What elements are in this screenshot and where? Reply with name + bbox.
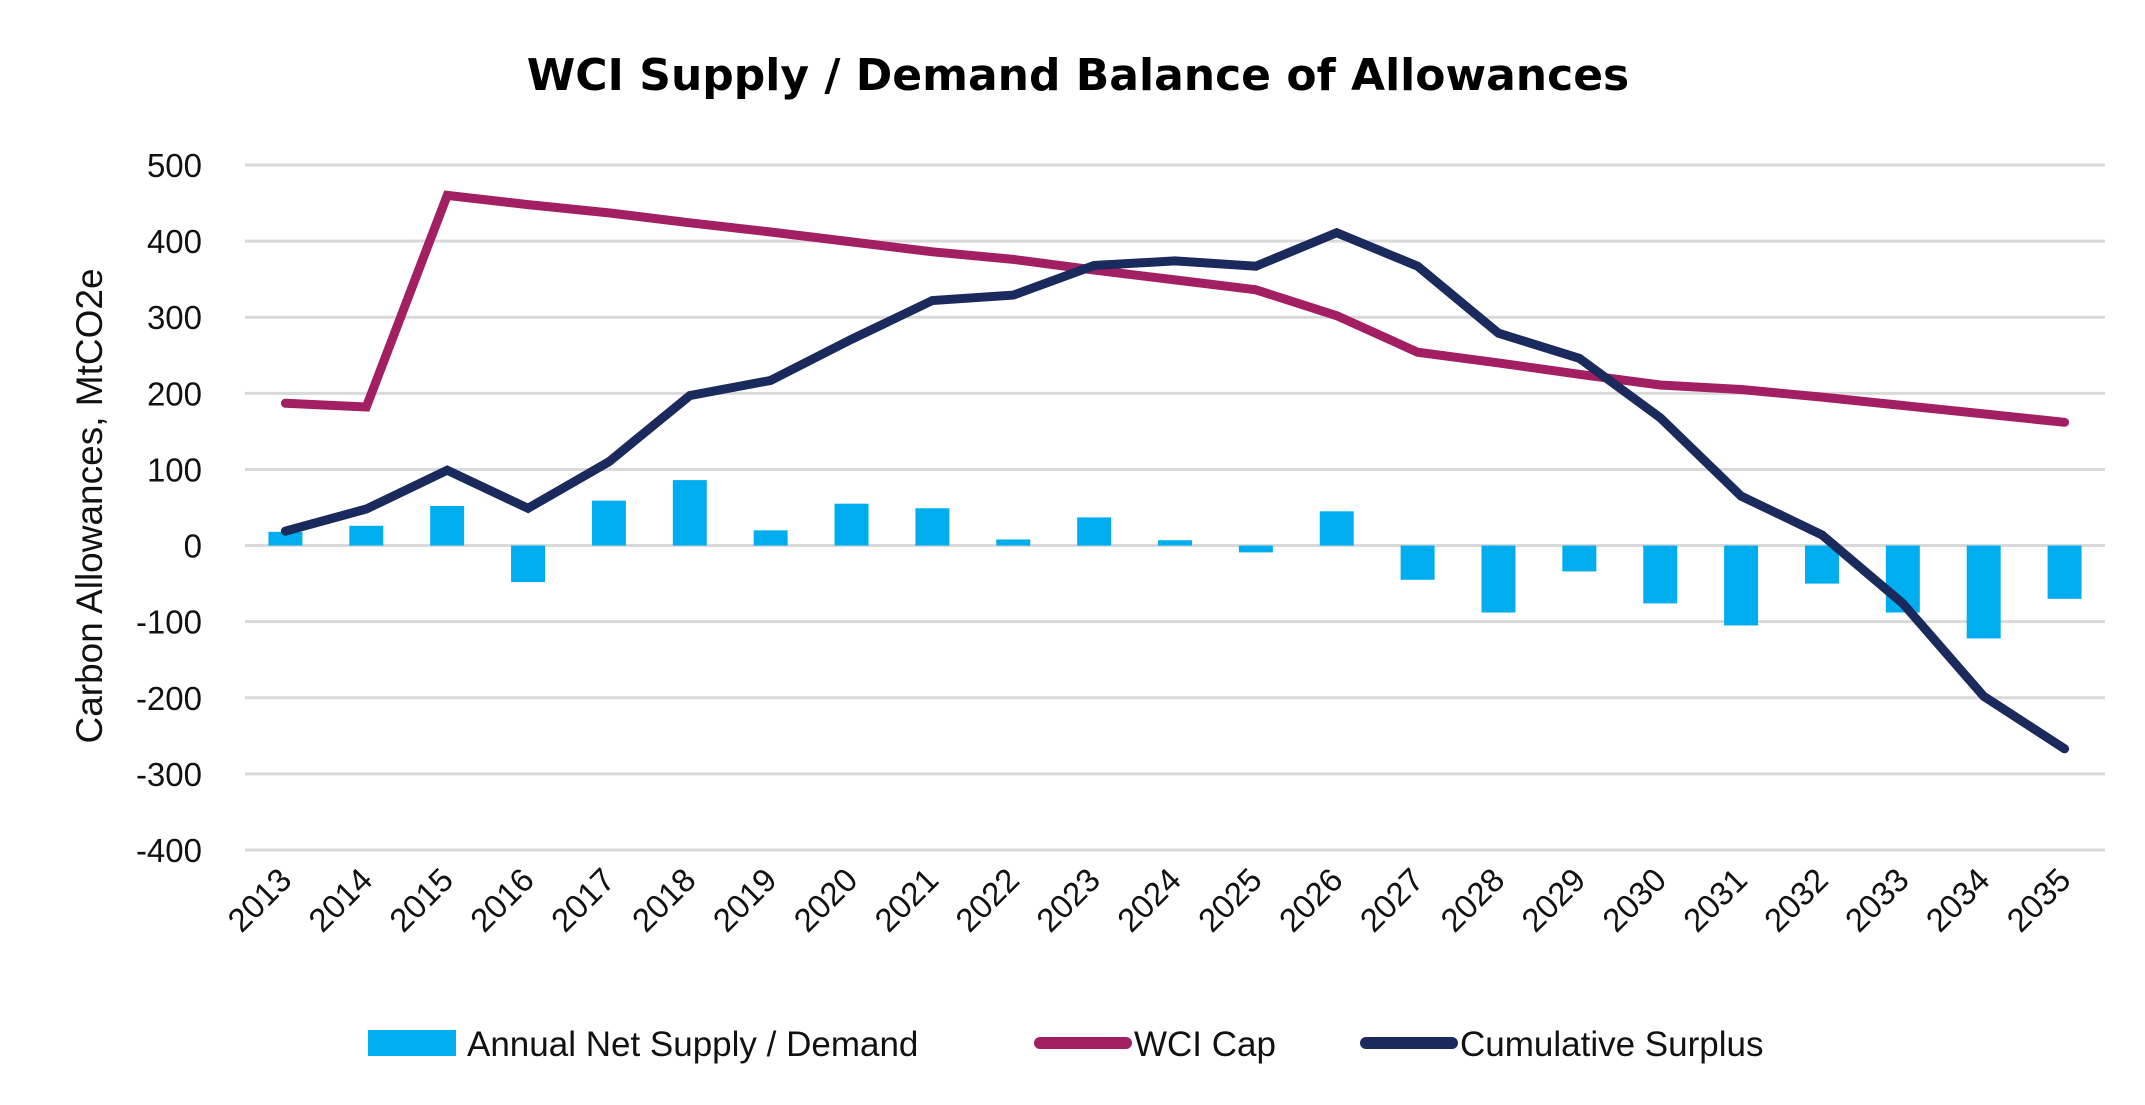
bar-2017 bbox=[591, 500, 626, 546]
x-tick-label: 2019 bbox=[706, 861, 784, 939]
y-tick-label: 300 bbox=[147, 299, 202, 336]
x-tick-label: 2018 bbox=[625, 861, 703, 939]
x-tick-label: 2024 bbox=[1110, 861, 1188, 939]
bar-2021 bbox=[915, 508, 950, 546]
legend-label-wci-cap: WCI Cap bbox=[1134, 1025, 1276, 1064]
y-tick-label: 500 bbox=[147, 147, 202, 184]
y-tick-label: 0 bbox=[184, 528, 202, 565]
x-tick-label: 2026 bbox=[1272, 861, 1350, 939]
y-tick-label: -400 bbox=[136, 832, 202, 869]
bar-2019 bbox=[753, 530, 788, 546]
bar-2031 bbox=[1724, 545, 1759, 626]
line-series bbox=[280, 190, 2070, 754]
y-tick-label: 100 bbox=[147, 451, 202, 488]
bar-2028 bbox=[1481, 545, 1516, 613]
bar-2029 bbox=[1562, 545, 1597, 572]
bar-2025 bbox=[1238, 545, 1273, 553]
bar-series bbox=[268, 480, 2082, 639]
bar-2022 bbox=[996, 539, 1031, 546]
x-tick-label: 2022 bbox=[948, 861, 1026, 939]
y-tick-label: -300 bbox=[136, 756, 202, 793]
line-cumulative-surplus bbox=[280, 227, 2070, 754]
line-wci-cap bbox=[280, 190, 2070, 427]
x-tick-label: 2020 bbox=[786, 861, 864, 939]
x-tick-label: 2029 bbox=[1514, 861, 1592, 939]
x-tick-label: 2031 bbox=[1676, 861, 1754, 939]
x-tick-label: 2023 bbox=[1029, 861, 1107, 939]
legend-swatch-bar bbox=[368, 1030, 456, 1056]
x-tick-label: 2017 bbox=[544, 861, 622, 939]
x-tick-label: 2027 bbox=[1352, 861, 1430, 939]
legend: Annual Net Supply / Demand WCI Cap Cumul… bbox=[368, 1025, 1763, 1064]
x-tick-label: 2016 bbox=[463, 861, 541, 939]
bar-2015 bbox=[430, 505, 465, 546]
bar-2024 bbox=[1158, 540, 1192, 546]
bar-2027 bbox=[1400, 545, 1435, 580]
legend-item-annual-net: Annual Net Supply / Demand bbox=[368, 1025, 918, 1064]
bar-2026 bbox=[1319, 511, 1354, 546]
x-tick-label: 2028 bbox=[1433, 861, 1511, 939]
bar-2018 bbox=[672, 480, 707, 546]
x-tick-label: 2030 bbox=[1595, 861, 1673, 939]
bar-2035 bbox=[2047, 545, 2082, 599]
x-tick-label: 2021 bbox=[867, 861, 945, 939]
bar-2013 bbox=[268, 531, 303, 546]
chart-title: WCI Supply / Demand Balance of Allowance… bbox=[527, 50, 1630, 101]
x-tick-label: 2013 bbox=[220, 861, 298, 939]
bar-2030 bbox=[1643, 545, 1678, 604]
legend-item-cumulative-surplus: Cumulative Surplus bbox=[1360, 1025, 1763, 1064]
y-tick-label: 200 bbox=[147, 375, 202, 412]
bar-2014 bbox=[349, 525, 384, 546]
y-tick-label: -200 bbox=[136, 680, 202, 717]
x-tick-label: 2014 bbox=[301, 861, 379, 939]
y-axis-label: Carbon Allowances, MtCO2e bbox=[69, 268, 110, 743]
bar-2016 bbox=[511, 545, 546, 583]
y-tick-label: -100 bbox=[136, 604, 202, 641]
y-tick-label: 400 bbox=[147, 223, 202, 260]
bar-2023 bbox=[1077, 517, 1112, 546]
y-axis-ticks: 500 400 300 200 100 0 -100 -200 -300 -400 bbox=[136, 147, 202, 869]
x-tick-label: 2015 bbox=[382, 861, 460, 939]
bar-2020 bbox=[834, 503, 869, 546]
bar-2032 bbox=[1804, 545, 1839, 584]
x-tick-label: 2032 bbox=[1757, 861, 1835, 939]
x-tick-label: 2025 bbox=[1191, 861, 1269, 939]
legend-label-annual-net: Annual Net Supply / Demand bbox=[467, 1025, 918, 1064]
bar-2034 bbox=[1966, 545, 2001, 639]
legend-item-wci-cap: WCI Cap bbox=[1034, 1025, 1276, 1064]
legend-label-cumulative-surplus: Cumulative Surplus bbox=[1460, 1025, 1763, 1064]
x-tick-label: 2034 bbox=[1919, 861, 1997, 939]
x-axis-ticks: 2013 2014 2015 2016 2017 2018 2019 2020 2021 2022… bbox=[220, 861, 2077, 939]
x-tick-label: 2033 bbox=[1838, 861, 1916, 939]
x-tick-label: 2035 bbox=[1999, 861, 2077, 939]
